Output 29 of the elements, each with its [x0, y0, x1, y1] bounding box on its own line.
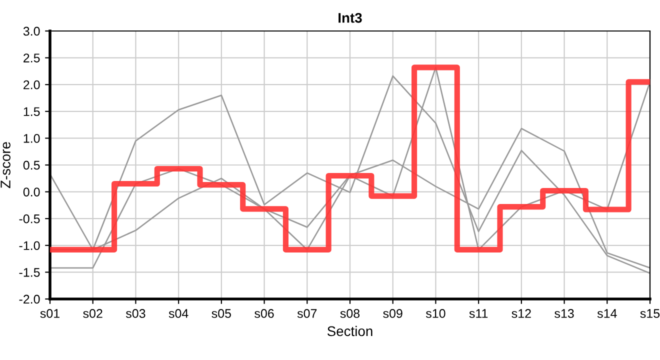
y-tick-label: 0.5 — [23, 160, 40, 170]
x-tick-label: s12 — [512, 309, 531, 318]
x-axis-title: Section — [327, 326, 372, 336]
x-tick-label: s01 — [40, 309, 60, 318]
x-tick-label: s06 — [254, 309, 274, 318]
x-tick-label: s09 — [383, 309, 402, 318]
x-tick-label: s07 — [297, 309, 317, 318]
x-tick-label: s11 — [469, 309, 488, 318]
y-tick-label: -2.0 — [19, 294, 40, 304]
y-tick-label: -1.5 — [19, 268, 40, 277]
x-tick-label: s04 — [168, 309, 188, 318]
y-tick-label: 3.0 — [23, 26, 40, 36]
x-tick-label: s08 — [340, 309, 360, 318]
x-tick-label: s10 — [426, 309, 446, 318]
y-axis-title: Z-score — [0, 142, 10, 188]
y-tick-label: 1.0 — [24, 134, 40, 143]
x-tick-label: s15 — [640, 309, 660, 318]
x-tick-label: s14 — [597, 309, 617, 318]
x-tick-label: s05 — [212, 309, 231, 318]
y-tick-label: -1.0 — [19, 241, 40, 250]
x-tick-label: s02 — [83, 309, 102, 318]
y-tick-label: 0.0 — [23, 188, 40, 196]
x-tick-label: s13 — [554, 309, 574, 318]
y-tick-label: 1.5 — [24, 107, 40, 116]
x-tick-label: s03 — [126, 309, 146, 318]
chart-title: Int3 — [338, 12, 362, 23]
y-tick-label: 2.5 — [24, 54, 40, 62]
y-tick-label: -0.5 — [19, 214, 40, 224]
y-tick-label: 2.0 — [24, 80, 40, 90]
